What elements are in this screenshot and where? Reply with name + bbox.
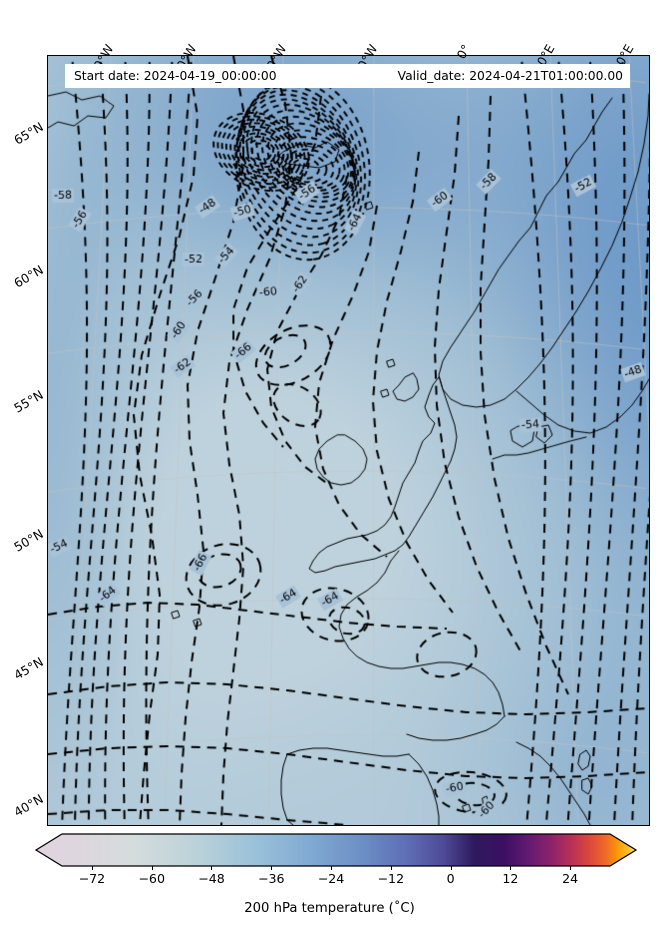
colorbar-tick-label-1: −60	[138, 871, 165, 886]
colorbar-tick-mark-6	[450, 866, 452, 870]
colorbar[interactable]	[34, 833, 638, 867]
colorbar-tick-label-4: −24	[317, 871, 345, 886]
colorbar-tick-mark-0	[91, 866, 93, 870]
colorbar-tick-mark-2	[211, 866, 213, 870]
valid-date-label: Valid_date: 2024-04-21T01:00:00.00	[397, 69, 623, 83]
map-plot-canvas[interactable]	[48, 56, 649, 825]
colorbar-tick-label-6: 0	[446, 871, 455, 886]
colorbar-tick-mark-7	[510, 866, 512, 870]
colorbar-ticks: −72 −60 −48 −36 −24 −12 0 12 24	[36, 866, 636, 888]
colorbar-tick-label-2: −48	[198, 871, 225, 886]
colorbar-tick-label-8: 24	[562, 871, 579, 886]
colorbar-tick-label-7: 12	[502, 871, 519, 886]
start-date-label: Start date: 2024-04-19_00:00:00	[74, 69, 277, 83]
colorbar-tick-label-5: −12	[377, 871, 405, 886]
lat-tick-1: 60°N	[11, 262, 46, 291]
colorbar-tick-mark-3	[271, 866, 273, 870]
lat-tick-0: 65°N	[11, 119, 46, 148]
colorbar-tick-mark-4	[331, 866, 333, 870]
map-axes[interactable]: Start date: 2024-04-19_00:00:00 Valid_da…	[47, 55, 650, 826]
lat-tick-2: 55°N	[11, 387, 46, 416]
lat-tick-3: 50°N	[11, 526, 46, 555]
colorbar-tick-mark-5	[390, 866, 392, 870]
info-box: Start date: 2024-04-19_00:00:00 Valid_da…	[65, 64, 630, 88]
colorbar-axis-label: 200 hPa temperature (˚C)	[244, 901, 415, 916]
colorbar-tick-label-3: −36	[257, 871, 285, 886]
colorbar-tick-mark-1	[151, 866, 153, 870]
colorbar-gradient	[34, 833, 638, 867]
colorbar-body	[34, 833, 638, 867]
colorbar-tick-label-0: −72	[78, 871, 106, 886]
colorbar-tick-mark-8	[570, 866, 572, 870]
lat-tick-4: 45°N	[11, 654, 46, 683]
